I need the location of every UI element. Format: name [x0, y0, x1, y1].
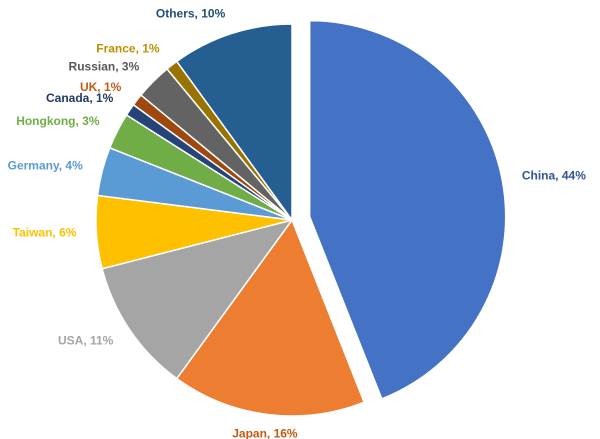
pie-slice	[101, 218, 294, 380]
slice-label: Russian, 3%	[69, 59, 140, 73]
pie-slice	[175, 218, 366, 417]
slice-label: Taiwan, 6%	[13, 226, 77, 240]
slice-label: UK, 1%	[80, 80, 122, 94]
slice-label: Others, 10%	[156, 7, 226, 21]
slice-label: Canada, 1%	[46, 91, 114, 105]
slice-label: Hongkong, 3%	[16, 114, 100, 128]
pie-slice	[308, 19, 507, 400]
slice-label: China, 44%	[522, 168, 586, 182]
slice-label: Japan, 16%	[232, 426, 298, 439]
slice-label: Germany, 4%	[8, 158, 83, 172]
slice-label: USA, 11%	[58, 334, 114, 348]
slice-label: France, 1%	[96, 41, 160, 55]
pie-slice	[175, 23, 293, 223]
